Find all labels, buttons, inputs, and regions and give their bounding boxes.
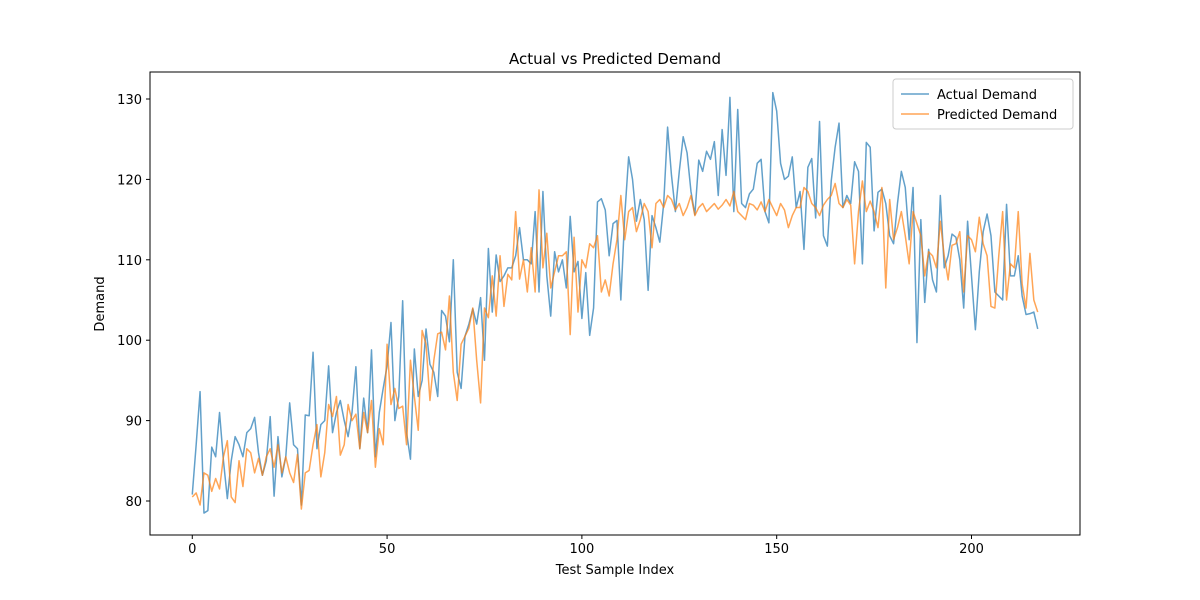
y-tick-label: 130 xyxy=(117,93,142,108)
x-tick-label: 150 xyxy=(764,542,789,557)
chart-title: Actual vs Predicted Demand xyxy=(509,50,721,68)
y-tick-label: 110 xyxy=(117,254,142,269)
legend-box xyxy=(892,78,1074,130)
legend-label: Actual Demand xyxy=(937,88,1037,103)
y-tick-label: 100 xyxy=(117,334,142,349)
data-line xyxy=(191,180,1039,510)
legend-label: Predicted Demand xyxy=(937,108,1057,123)
x-tick-label: 100 xyxy=(569,542,594,557)
x-tick-label: 50 xyxy=(379,542,396,557)
y-tick-label: 120 xyxy=(117,173,142,188)
y-tick-label: 90 xyxy=(125,415,142,430)
y-tick-label: 80 xyxy=(125,495,142,510)
x-axis-label: Test Sample Index xyxy=(555,563,675,578)
x-tick-label: 0 xyxy=(188,542,196,557)
y-axis-label: Demand xyxy=(93,276,108,331)
data-line xyxy=(191,91,1039,514)
x-tick-label: 200 xyxy=(959,542,984,557)
plot-frame xyxy=(149,71,1081,536)
